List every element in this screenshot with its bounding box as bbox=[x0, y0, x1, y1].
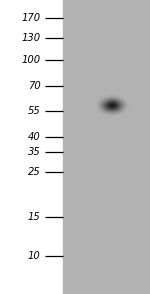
Bar bbox=[63, 0, 150, 294]
Text: 35: 35 bbox=[28, 147, 40, 157]
Text: 70: 70 bbox=[28, 81, 40, 91]
Text: 15: 15 bbox=[28, 212, 40, 222]
Text: 130: 130 bbox=[21, 33, 40, 43]
Text: 100: 100 bbox=[21, 55, 40, 65]
Text: 40: 40 bbox=[28, 132, 40, 142]
Text: 10: 10 bbox=[28, 251, 40, 261]
Text: 170: 170 bbox=[21, 13, 40, 23]
Bar bbox=[0, 0, 63, 294]
Text: 55: 55 bbox=[28, 106, 40, 116]
Text: 25: 25 bbox=[28, 167, 40, 177]
